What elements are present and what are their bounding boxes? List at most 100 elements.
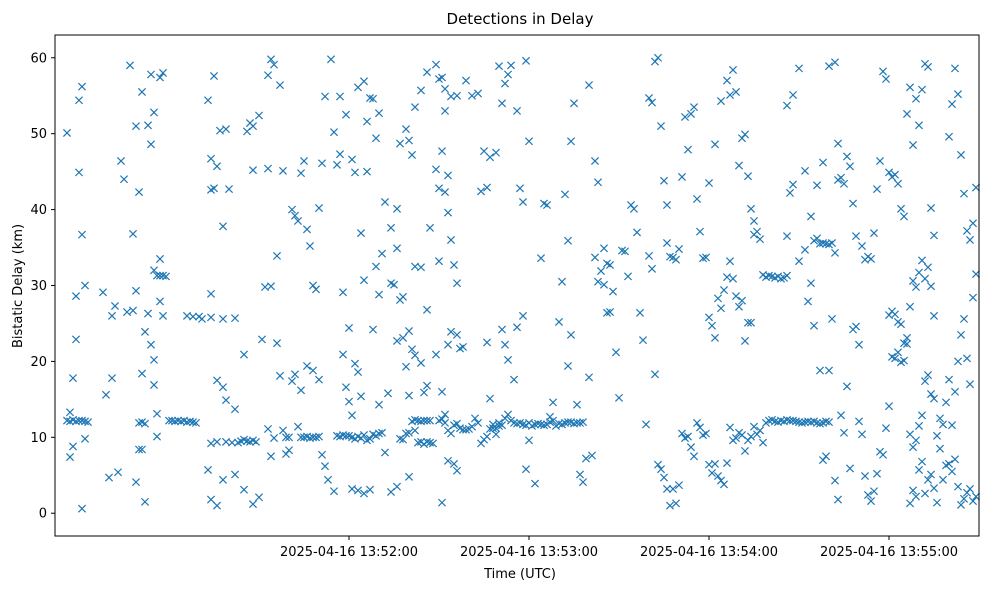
- data-point: [914, 421, 924, 430]
- data-point: [386, 223, 396, 232]
- y-tick-label: 60: [30, 51, 47, 66]
- data-point: [827, 314, 837, 323]
- data-point: [878, 450, 888, 459]
- data-point: [728, 65, 738, 74]
- data-point: [662, 484, 672, 493]
- data-point: [599, 244, 609, 253]
- data-point: [206, 313, 216, 322]
- data-point: [878, 67, 888, 76]
- data-point: [512, 323, 522, 332]
- data-point: [659, 473, 669, 482]
- data-point: [410, 426, 420, 435]
- data-point: [380, 197, 390, 207]
- data-point: [713, 294, 723, 303]
- data-point: [578, 418, 588, 427]
- data-point: [680, 112, 690, 122]
- data-point: [359, 77, 369, 86]
- data-point: [257, 335, 267, 344]
- data-point: [218, 314, 228, 323]
- data-point: [329, 487, 339, 496]
- data-point: [107, 311, 117, 320]
- data-point: [398, 292, 408, 301]
- data-point: [524, 436, 534, 445]
- data-point: [968, 497, 978, 506]
- data-point: [668, 484, 678, 493]
- data-point: [437, 147, 447, 156]
- data-point: [122, 308, 132, 317]
- data-point: [740, 446, 750, 456]
- data-point: [344, 397, 354, 406]
- data-point: [914, 268, 924, 277]
- data-point: [173, 416, 183, 425]
- data-point: [146, 70, 156, 79]
- data-point: [803, 417, 813, 426]
- data-point: [296, 386, 306, 395]
- data-point: [452, 419, 462, 428]
- data-point: [422, 305, 432, 314]
- data-point: [269, 60, 279, 69]
- data-point: [353, 368, 363, 377]
- data-point: [575, 470, 585, 479]
- data-point: [350, 168, 360, 177]
- data-point: [188, 312, 198, 321]
- data-point: [869, 487, 879, 496]
- data-point: [218, 383, 228, 392]
- data-point: [818, 238, 828, 248]
- y-axis-label: Bistatic Delay (km): [11, 224, 26, 348]
- data-point: [725, 90, 735, 99]
- data-point: [824, 366, 834, 375]
- data-point: [401, 429, 411, 438]
- data-point: [815, 419, 825, 428]
- data-point: [824, 62, 834, 71]
- data-point: [371, 134, 381, 143]
- data-point: [566, 330, 576, 339]
- data-point: [701, 429, 711, 438]
- data-point: [365, 93, 375, 103]
- data-point: [833, 495, 843, 504]
- data-point: [320, 462, 330, 471]
- data-point: [947, 100, 957, 109]
- data-point: [953, 357, 963, 366]
- data-point: [374, 429, 384, 438]
- data-point: [62, 128, 72, 137]
- data-point: [104, 473, 114, 482]
- data-point: [212, 162, 222, 171]
- data-point: [677, 429, 687, 438]
- data-point: [698, 254, 708, 263]
- data-point: [290, 370, 300, 379]
- data-point: [968, 293, 978, 302]
- data-point: [449, 260, 459, 270]
- data-point: [248, 500, 258, 509]
- data-point: [935, 444, 945, 453]
- data-point: [422, 68, 432, 77]
- data-point: [281, 433, 291, 442]
- data-point: [932, 498, 942, 507]
- data-point: [374, 290, 384, 299]
- data-point: [296, 169, 306, 178]
- data-point: [155, 73, 165, 82]
- data-point: [650, 370, 660, 379]
- data-point: [866, 497, 876, 506]
- data-point: [524, 137, 534, 146]
- data-point: [542, 201, 552, 210]
- data-point: [890, 354, 900, 363]
- data-point: [440, 410, 450, 419]
- data-point: [917, 457, 927, 466]
- data-point: [905, 83, 915, 92]
- data-point: [197, 314, 207, 323]
- data-point: [248, 166, 258, 175]
- data-point: [923, 371, 933, 380]
- data-point: [338, 288, 348, 297]
- y-tick-label: 40: [30, 203, 47, 218]
- data-point: [209, 184, 219, 193]
- data-point: [71, 335, 81, 344]
- data-point: [497, 99, 507, 108]
- data-point: [602, 308, 612, 317]
- data-point: [740, 130, 750, 139]
- data-point: [206, 439, 216, 448]
- data-point: [911, 492, 921, 501]
- data-point: [431, 165, 441, 174]
- data-point: [578, 478, 588, 487]
- data-point: [350, 359, 360, 368]
